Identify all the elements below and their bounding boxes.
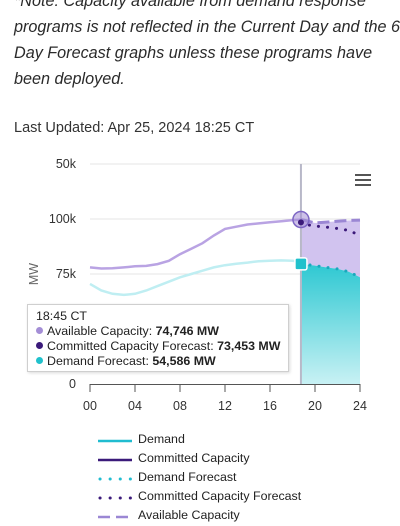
y-axis-title: MW (27, 263, 41, 285)
x-tick-label: 00 (83, 399, 97, 413)
x-tick-label: 24 (353, 399, 367, 413)
tooltip-value: 73,453 MW (217, 339, 281, 353)
x-tick-label: 12 (218, 399, 232, 413)
tooltip-label: Committed Capacity Forecast: (47, 339, 218, 353)
legend-label: Committed Capacity (138, 451, 250, 465)
forecast-demand-area (300, 263, 360, 384)
y-tick-label: 75k (56, 267, 77, 281)
series-dot-icon (36, 357, 43, 364)
solid-line-icon (98, 439, 132, 443)
note-line: Day Forecast graphs unless these program… (14, 44, 373, 62)
y-tick-label: 50k (56, 157, 77, 171)
x-tick-label: 16 (263, 399, 277, 413)
series-dot-icon (36, 327, 43, 334)
x-tick-label: 08 (173, 399, 187, 413)
tooltip-time: 18:45 CT (36, 309, 87, 323)
capacity-chart: 0 75k 100k 50k MW 00 04 08 12 16 20 24 (27, 157, 367, 413)
note-text: *Note: Capacity available from demand re… (14, 0, 400, 92)
dotted-line-icon (98, 477, 132, 481)
hamburger-menu-icon[interactable] (355, 174, 371, 186)
solid-line-icon (98, 458, 132, 462)
tooltip-row: Committed Capacity Forecast: 73,453 MW (36, 339, 280, 354)
legend-label: Committed Capacity Forecast (138, 489, 302, 503)
committed-capacity-forecast-line (299, 220, 362, 237)
tooltip-value: 54,586 MW (152, 354, 216, 368)
legend-label: Demand Forecast (138, 470, 237, 484)
x-tick-label: 20 (308, 399, 322, 413)
note-line: *Note: Capacity available from demand re… (14, 0, 366, 10)
legend-label: Available Capacity (138, 508, 240, 522)
x-tick-label: 04 (128, 399, 142, 413)
dotted-line-icon (98, 496, 132, 500)
tooltip-value: 74,746 MW (155, 324, 219, 338)
tooltip-row: Available Capacity: 74,746 MW (36, 324, 280, 339)
tooltip-row: Demand Forecast: 54,586 MW (36, 354, 280, 369)
series-dot-icon (36, 342, 43, 349)
last-updated: Last Updated: Apr 25, 2024 18:25 CT (14, 120, 255, 136)
demand-forecast-marker (294, 257, 308, 271)
available-capacity-line (89, 218, 301, 270)
demand-line (89, 259, 302, 297)
committed-capacity-marker (297, 219, 304, 226)
legend-label: Demand (138, 432, 185, 446)
y-tick-label: 100k (49, 212, 77, 226)
note-line: programs is not reflected in the Current… (14, 18, 400, 36)
tooltip-label: Demand Forecast: (47, 354, 153, 368)
chart-tooltip: 18:45 CT Available Capacity: 74,746 MW C… (27, 304, 289, 372)
tooltip-label: Available Capacity: (47, 324, 156, 338)
note-line: been deployed. (14, 70, 125, 88)
y-tick-label: 0 (69, 377, 76, 391)
forecast-capacity-area (300, 219, 360, 278)
